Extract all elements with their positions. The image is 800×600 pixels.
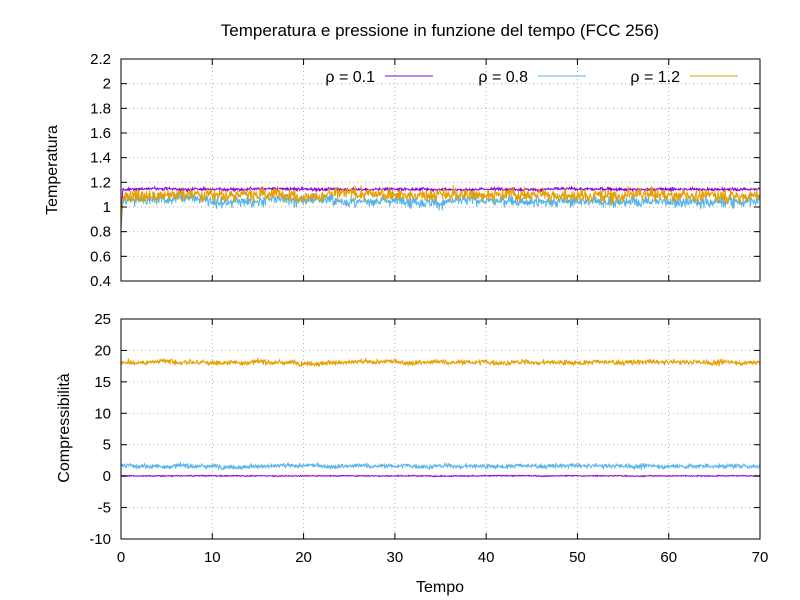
compressibility-series-line-3	[120, 357, 761, 368]
compressibility-x-ticks: 0 10 20 30 40 50 60 70	[117, 549, 769, 566]
temperature-series-line-1	[120, 185, 761, 219]
compressibility-y-tick-label: 5	[103, 437, 111, 454]
x-tick-label: 60	[660, 549, 677, 566]
temperature-y-tick-label: 1	[103, 199, 111, 216]
x-tick-label: 0	[117, 549, 125, 566]
chart-title: Temperatura e pressione in funzione del …	[221, 21, 659, 40]
compressibility-series-line-2	[120, 461, 761, 471]
temperature-y-tick-label: 1.6	[90, 125, 111, 142]
x-tick-label: 10	[204, 549, 221, 566]
temperature-series	[120, 185, 761, 231]
temperature-plot-frame	[120, 58, 761, 282]
legend: ρ = 0.1 ρ = 0.8 ρ = 1.2	[325, 69, 738, 86]
compressibility-y-tick-label: 25	[94, 311, 111, 328]
compressibility-y-tick-label: 0	[103, 468, 111, 485]
compressibility-y-tick-label: -5	[98, 500, 111, 517]
temperature-series-line-2	[120, 190, 761, 231]
compressibility-y-tick-label: -10	[89, 531, 111, 548]
compressibility-y-ticks: -10 -5 0 5 10 15 20 25	[89, 311, 761, 548]
x-tick-label: 30	[387, 549, 404, 566]
temperature-y-tick-label: 2.2	[90, 51, 111, 68]
temperature-series-line-3	[120, 185, 761, 225]
temperature-y-ticks: 0.4 0.6 0.8 1 1.2 1.4 1.6 1.8 2 2.2	[90, 51, 761, 290]
legend-label: ρ = 1.2	[630, 69, 680, 86]
x-tick-label: 50	[569, 549, 586, 566]
x-axis-label: Tempo	[416, 579, 464, 596]
temperature-y-tick-label: 0.4	[90, 273, 111, 290]
compressibility-panel: -10 -5 0 5 10 15 20 25 0 10 20 30 40 50 60 70 Compress…	[56, 311, 768, 596]
compressibility-grid	[120, 318, 761, 540]
temperature-y-tick-label: 2	[103, 76, 111, 93]
compressibility-y-label: Compressibilità	[56, 373, 73, 482]
compressibility-y-tick-label: 10	[94, 405, 111, 422]
compressibility-y-tick-label: 15	[94, 374, 111, 391]
temperature-y-tick-label: 1.2	[90, 174, 111, 191]
x-tick-label: 40	[478, 549, 495, 566]
temperature-y-label: Temperatura	[44, 125, 61, 215]
x-tick-label: 20	[295, 549, 312, 566]
legend-label: ρ = 0.1	[325, 69, 375, 86]
temperature-y-tick-label: 1.8	[90, 100, 111, 117]
temperature-y-tick-label: 1.4	[90, 150, 111, 167]
temperature-grid	[120, 58, 761, 282]
temperature-y-tick-label: 0.8	[90, 224, 111, 241]
compressibility-y-tick-label: 20	[94, 342, 111, 359]
temperature-panel: 0.4 0.6 0.8 1 1.2 1.4 1.6 1.8 2 2.2 Temperatura ρ…	[44, 51, 761, 290]
temperature-y-tick-label: 0.6	[90, 248, 111, 265]
legend-label: ρ = 0.8	[478, 69, 528, 86]
compressibility-series-line-1	[120, 474, 761, 478]
compressibility-plot-frame	[120, 318, 761, 540]
x-tick-label: 70	[752, 549, 769, 566]
compressibility-series	[120, 357, 761, 478]
